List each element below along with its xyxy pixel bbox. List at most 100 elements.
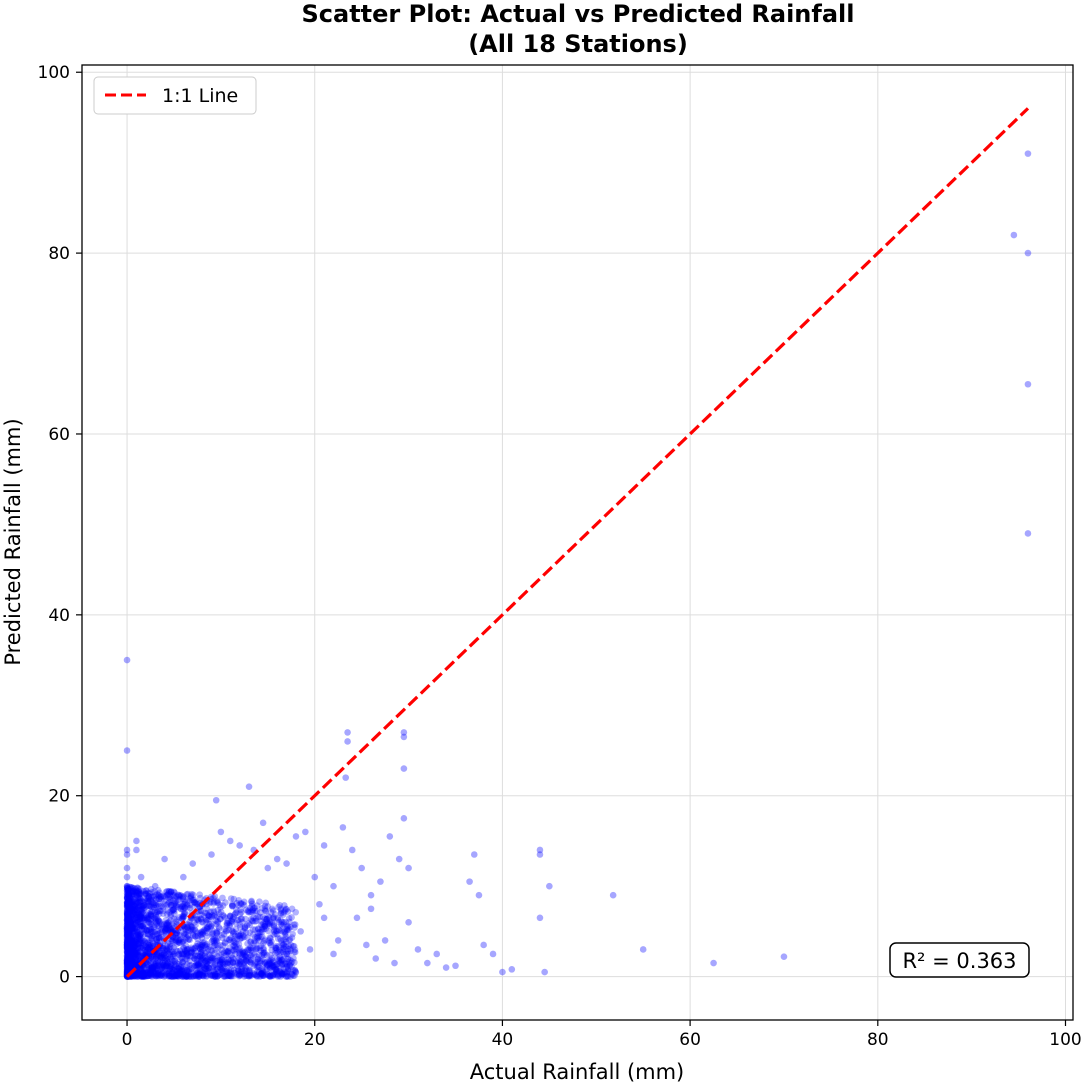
- r-squared-annotation: R² = 0.363: [890, 943, 1029, 977]
- scatter-point: [280, 956, 287, 963]
- scatter-point: [372, 955, 379, 962]
- scatter-point: [302, 829, 309, 836]
- y-tick-label: 60: [48, 425, 70, 445]
- scatter-point: [265, 865, 272, 872]
- scatter-point: [1025, 381, 1032, 388]
- scatter-point: [710, 960, 717, 967]
- scatter-point: [321, 842, 328, 849]
- scatter-point: [246, 783, 253, 790]
- scatter-point: [150, 932, 157, 939]
- scatter-point: [424, 960, 431, 967]
- scatter-point: [242, 916, 249, 923]
- scatter-point: [330, 883, 337, 890]
- scatter-point: [471, 851, 478, 858]
- scatter-point: [211, 950, 218, 957]
- scatter-point: [269, 963, 276, 970]
- annotation-text: R² = 0.363: [902, 949, 1016, 973]
- scatter-point: [368, 905, 375, 912]
- scatter-point: [184, 891, 191, 898]
- y-axis-title: Predicted Rainfall (mm): [1, 418, 25, 665]
- scatter-point: [133, 838, 140, 845]
- scatter-point: [283, 860, 290, 867]
- scatter-point: [344, 729, 351, 736]
- scatter-point: [377, 878, 384, 885]
- scatter-point: [124, 747, 131, 754]
- scatter-point: [129, 924, 136, 931]
- scatter-point: [259, 905, 266, 912]
- scatter-point: [490, 951, 497, 958]
- scatter-point: [221, 973, 228, 980]
- scatter-point: [141, 917, 148, 924]
- scatter-point: [466, 878, 473, 885]
- scatter-point: [212, 912, 219, 919]
- scatter-point: [124, 657, 131, 664]
- scatter-point: [640, 946, 647, 953]
- scatter-point: [247, 972, 254, 979]
- scatter-point: [151, 972, 158, 979]
- scatter-point: [190, 927, 197, 934]
- scatter-point: [292, 921, 299, 928]
- scatter-point: [164, 892, 171, 899]
- scatter-point: [781, 953, 788, 960]
- scatter-point: [401, 815, 408, 822]
- scatter-point: [280, 919, 287, 926]
- x-tick-label: 0: [122, 1030, 133, 1050]
- scatter-point: [1025, 150, 1032, 157]
- scatter-point: [128, 905, 135, 912]
- scatter-point: [140, 899, 147, 906]
- scatter-point: [168, 902, 175, 909]
- scatter-point: [405, 919, 412, 926]
- scatter-point: [173, 947, 180, 954]
- scatter-point: [242, 924, 249, 931]
- scatter-point: [546, 883, 553, 890]
- scatter-point: [349, 847, 356, 854]
- scatter-point: [222, 940, 229, 947]
- scatter-point: [136, 888, 143, 895]
- scatter-point: [151, 905, 158, 912]
- scatter-point: [396, 856, 403, 863]
- scatter-point: [217, 915, 224, 922]
- scatter-point: [204, 943, 211, 950]
- scatter-point: [368, 892, 375, 899]
- scatter-point: [253, 915, 260, 922]
- scatter-point: [297, 928, 304, 935]
- scatter-point: [152, 963, 159, 970]
- scatter-point: [358, 865, 365, 872]
- scatter-point: [217, 959, 224, 966]
- scatter-point: [180, 895, 187, 902]
- legend: 1:1 Line: [94, 77, 256, 114]
- scatter-point: [316, 901, 323, 908]
- y-tick-label: 20: [48, 787, 70, 807]
- scatter-point: [158, 896, 165, 903]
- x-tick-label: 60: [679, 1030, 701, 1050]
- scatter-point: [274, 856, 281, 863]
- scatter-point: [293, 833, 300, 840]
- scatter-point: [163, 917, 170, 924]
- scatter-point: [218, 951, 225, 958]
- y-tick-label: 40: [48, 606, 70, 626]
- scatter-point: [382, 937, 389, 944]
- scatter-point: [143, 887, 150, 894]
- scatter-point: [192, 933, 199, 940]
- scatter-point: [405, 865, 412, 872]
- scatter-point: [173, 918, 180, 925]
- scatter-point: [387, 833, 394, 840]
- y-tick-label: 0: [59, 968, 70, 988]
- scatter-point: [259, 972, 266, 979]
- scatter-point: [255, 967, 262, 974]
- scatter-point: [198, 968, 205, 975]
- scatter-point: [233, 941, 240, 948]
- scatter-point: [139, 906, 146, 913]
- scatter-point: [186, 966, 193, 973]
- scatter-point: [537, 851, 544, 858]
- scatter-point: [401, 734, 408, 741]
- scatter-point: [193, 961, 200, 968]
- scatter-point: [130, 962, 137, 969]
- scatter-point: [161, 856, 168, 863]
- scatter-point: [182, 942, 189, 949]
- scatter-point: [180, 914, 187, 921]
- scatter-point: [184, 924, 191, 931]
- scatter-point: [133, 915, 140, 922]
- scatter-point: [443, 964, 450, 971]
- scatter-point: [152, 883, 159, 890]
